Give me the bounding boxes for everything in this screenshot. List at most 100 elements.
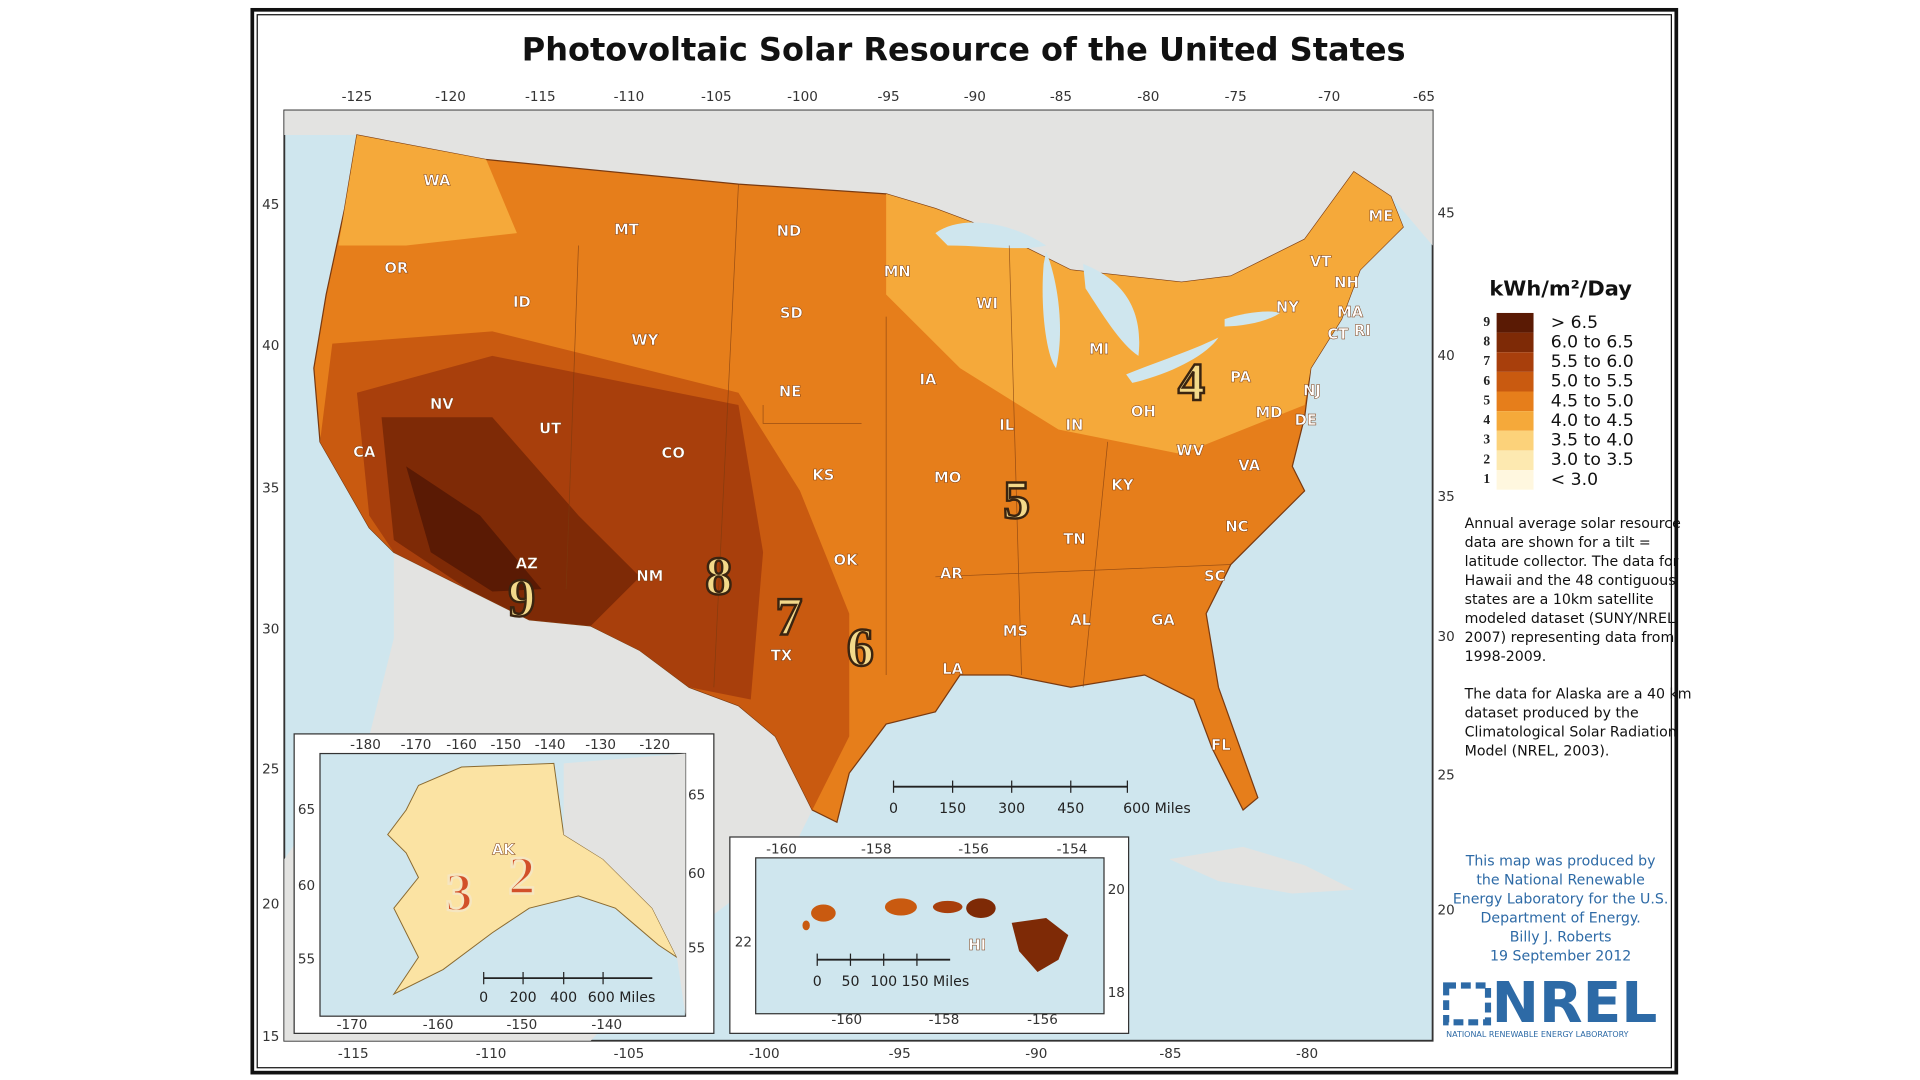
state-label: RI	[1354, 322, 1371, 339]
state-label: NC	[1225, 519, 1248, 536]
zone-number: 4	[1178, 352, 1205, 412]
state-label: TN	[1063, 531, 1085, 548]
lat-label: 45	[262, 197, 279, 213]
credit-line: This map was produced by	[1465, 854, 1656, 870]
state-label: KY	[1111, 477, 1133, 494]
inner-frame	[256, 14, 1672, 1069]
lon-label: -140	[591, 1017, 622, 1033]
legend-class: 7	[1483, 353, 1490, 368]
credit-line: the National Renewable	[1476, 873, 1645, 889]
scale-label: 0	[813, 974, 822, 990]
legend-class: 8	[1483, 334, 1490, 349]
note-line: 2007) representing data from	[1465, 630, 1675, 646]
note-line: modeled dataset (SUNY/NREL,	[1465, 611, 1680, 627]
lon-label: -120	[435, 89, 466, 105]
lat-label: 65	[688, 787, 705, 803]
credit-line: 19 September 2012	[1490, 949, 1631, 965]
scale-label: 200	[510, 990, 537, 1006]
legend-swatch	[1496, 430, 1534, 451]
lat-label: 40	[262, 338, 279, 354]
zone-number: 3	[446, 863, 473, 923]
legend-label: 5.0 to 5.5	[1551, 372, 1634, 392]
scale-label: 600 Miles	[1123, 801, 1191, 817]
legend-label: 4.0 to 4.5	[1551, 411, 1634, 431]
lon-label: -80	[1137, 89, 1159, 105]
state-label: MO	[934, 470, 961, 487]
lon-label: -125	[342, 89, 373, 105]
legend-label: 3.0 to 3.5	[1551, 450, 1634, 470]
legend-class: 5	[1483, 392, 1490, 407]
lon-label: -70	[1318, 89, 1340, 105]
state-label: SD	[780, 305, 803, 322]
lon-label: -150	[491, 737, 522, 753]
lat-label: 22	[735, 935, 752, 951]
state-label: VA	[1238, 457, 1260, 474]
title: Photovoltaic Solar Resource of the Unite…	[522, 31, 1406, 69]
state-label: VT	[1310, 254, 1331, 271]
lake-huron	[1083, 263, 1140, 356]
state-label: WA	[423, 173, 451, 190]
lon-label: -150	[507, 1017, 538, 1033]
zone-number: 8	[705, 546, 732, 606]
lat-label: 18	[1108, 985, 1125, 1001]
state-label: IN	[1066, 417, 1084, 434]
state-label: DE	[1295, 412, 1317, 429]
legend-class: 4	[1483, 412, 1490, 427]
alaska-inset	[293, 733, 715, 1034]
state-label: MN	[884, 263, 911, 280]
hawaii-inset	[729, 836, 1130, 1034]
lon-label: -90	[1025, 1046, 1047, 1062]
lat-label: 40	[1438, 348, 1455, 364]
lon-label: -105	[614, 1046, 645, 1062]
legend-swatch	[1496, 391, 1534, 412]
zone-number: 7	[775, 587, 802, 647]
scale-label: 400	[550, 990, 577, 1006]
note-line: latitude collector. The data for	[1465, 554, 1679, 570]
state-label: GA	[1151, 612, 1175, 629]
state-label: LA	[942, 661, 963, 678]
state-label: MI	[1089, 341, 1109, 358]
legend-label: 6.0 to 6.5	[1551, 332, 1634, 352]
lon-label: -158	[929, 1012, 960, 1028]
lon-label: -120	[639, 737, 670, 753]
inset-label: AK	[492, 842, 515, 859]
northwest-zone	[338, 135, 517, 246]
scale-label: 450	[1057, 801, 1084, 817]
state-label: NV	[430, 396, 454, 413]
lon-label: -170	[401, 737, 432, 753]
state-label: ID	[513, 294, 531, 311]
scale-label: 50	[841, 974, 859, 990]
lat-label: 15	[262, 1029, 279, 1045]
state-label: OR	[384, 260, 409, 277]
lake-michigan	[1042, 251, 1061, 369]
state-label: WI	[976, 295, 998, 312]
state-label: CA	[353, 444, 376, 461]
logo-subtitle: NATIONAL RENEWABLE ENERGY LABORATORY	[1446, 1030, 1628, 1039]
lon-label: -154	[1057, 841, 1088, 857]
lon-label: -158	[861, 841, 892, 857]
scale-label: 100	[870, 974, 897, 990]
lat-label: 35	[1438, 489, 1455, 505]
lon-label: -95	[878, 89, 900, 105]
zone-number: 5	[1003, 470, 1030, 530]
lat-label: 20	[1108, 882, 1125, 898]
lat-label: 30	[1438, 629, 1455, 645]
state-label: TX	[771, 648, 793, 665]
lat-label: 20	[262, 897, 279, 913]
canada	[284, 110, 1433, 283]
scale-label: 600 Miles	[588, 990, 656, 1006]
lon-label: -85	[1159, 1046, 1181, 1062]
lon-label: -100	[749, 1046, 780, 1062]
legend-label: 4.5 to 5.0	[1551, 391, 1634, 411]
legend-label: > 6.5	[1551, 313, 1598, 333]
lon-label: -170	[337, 1017, 368, 1033]
state-borders	[565, 184, 1231, 688]
lat-label: 55	[298, 952, 315, 968]
lat-label: 25	[1438, 768, 1455, 784]
legend-title: kWh/m²/Day	[1489, 277, 1632, 301]
note-line: Climatological Solar Radiation	[1465, 725, 1677, 741]
lon-label: -156	[958, 841, 989, 857]
kauai	[811, 904, 836, 922]
oahu	[884, 898, 917, 916]
